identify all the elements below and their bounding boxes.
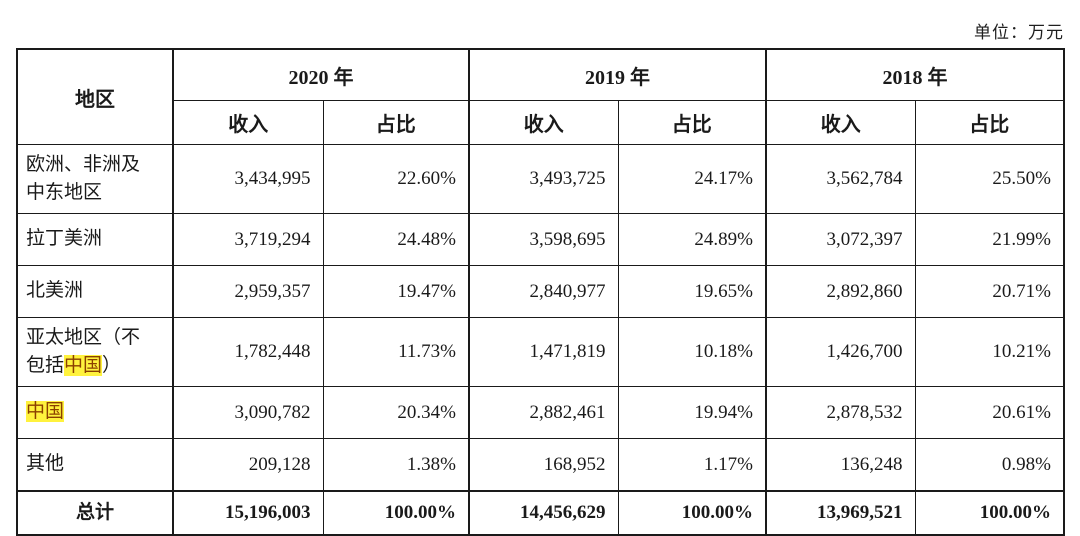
value-cell: 11.73% [322,317,470,387]
region-cell: 中国 [16,386,174,439]
value-cell: 15,196,003 [172,490,324,536]
value-cell: 14,456,629 [468,490,619,536]
revenue-by-region-table: 地区 2020 年 2019 年 2018 年 收入 占比 收入 占比 收入 占… [16,48,1065,536]
table-row: 拉丁美洲 3,719,294 24.48% 3,598,695 24.89% 3,072,… [16,213,1065,266]
region-text: 北美洲 [26,280,84,302]
value-cell: 1.38% [322,438,470,492]
table-row: 北美洲 2,959,357 19.47% 2,840,977 19.65% 2,892,8… [16,265,1065,318]
value-cell: 24.48% [322,213,470,266]
value-cell: 3,072,397 [765,213,916,266]
total-row: 总计 15,196,003 100.00% 14,456,629 100.00% 13,9… [16,490,1065,536]
table-row: 亚太地区（不包括中国） 1,782,448 11.73% 1,471,819 10.18… [16,317,1065,387]
year-header-2019: 2019 年 [468,48,767,101]
share-header-2020: 占比 [322,100,470,145]
value-cell: 20.61% [914,386,1065,439]
table-header-row-sub: 收入 占比 收入 占比 收入 占比 [17,100,1065,145]
table-body: 欧洲、非洲及中东地区 3,434,995 22.60% 3,493,725 24.17%… [16,144,1065,536]
year-header-2018: 2018 年 [765,48,1065,101]
unit-label: 单位：万元 [974,23,1064,42]
value-cell: 100.00% [322,490,470,536]
value-cell: 24.89% [617,213,767,266]
region-text: 亚太地区（不包括 [26,326,141,377]
table-row: 其他 209,128 1.38% 168,952 1.17% 136,248 0.98% [16,438,1065,492]
value-cell: 168,952 [468,438,619,492]
value-cell: 3,719,294 [172,213,324,266]
highlighted-keyword: 中国 [26,401,65,423]
value-cell: 22.60% [322,144,470,214]
value-cell: 3,434,995 [172,144,324,214]
region-text: ） [102,355,122,376]
value-cell: 2,878,532 [765,386,916,439]
value-cell: 1,471,819 [468,317,619,387]
value-cell: 100.00% [914,490,1065,536]
table-row: 欧洲、非洲及中东地区 3,434,995 22.60% 3,493,725 24.17%… [16,144,1065,214]
value-cell: 19.65% [617,265,767,318]
value-cell: 10.21% [914,317,1065,387]
year-header-2020: 2020 年 [172,48,470,101]
share-header-2019: 占比 [617,100,767,145]
value-cell: 3,493,725 [468,144,619,214]
region-cell: 亚太地区（不包括中国） [16,317,174,387]
value-cell: 10.18% [617,317,767,387]
value-cell: 100.00% [617,490,767,536]
value-cell: 2,959,357 [172,265,324,318]
region-cell: 北美洲 [16,265,174,318]
value-cell: 21.99% [914,213,1065,266]
value-cell: 3,562,784 [765,144,916,214]
value-cell: 19.94% [617,386,767,439]
value-cell: 1.17% [617,438,767,492]
income-header-2018: 收入 [765,100,916,145]
region-text: 拉丁美洲 [26,228,103,250]
region-text: 总计 [75,501,114,523]
value-cell: 209,128 [172,438,324,492]
value-cell: 24.17% [617,144,767,214]
value-cell: 0.98% [914,438,1065,492]
value-cell: 19.47% [322,265,470,318]
region-cell: 欧洲、非洲及中东地区 [16,144,174,214]
region-cell: 拉丁美洲 [16,213,174,266]
total-label-cell: 总计 [16,490,174,536]
region-cell: 其他 [16,438,174,492]
value-cell: 13,969,521 [765,490,916,536]
value-cell: 20.71% [914,265,1065,318]
table-header-row-years: 地区 2020 年 2019 年 2018 年 [16,48,1065,145]
income-header-2019: 收入 [468,100,619,145]
region-column-header: 地区 [16,48,174,145]
value-cell: 3,090,782 [172,386,324,439]
highlighted-keyword: 中国 [64,355,103,376]
value-cell: 1,782,448 [172,317,324,387]
value-cell: 2,882,461 [468,386,619,439]
value-cell: 136,248 [765,438,916,492]
share-header-2018: 占比 [914,100,1065,145]
value-cell: 2,892,860 [765,265,916,318]
value-cell: 1,426,700 [765,317,916,387]
value-cell: 3,598,695 [468,213,619,266]
region-text: 欧洲、非洲及中东地区 [26,153,141,204]
value-cell: 25.50% [914,144,1065,214]
value-cell: 2,840,977 [468,265,619,318]
value-cell: 20.34% [322,386,470,439]
income-header-2020: 收入 [172,100,324,145]
region-text: 其他 [26,453,65,475]
table-row: 中国 3,090,782 20.34% 2,882,461 19.94% 2,878,53… [16,386,1065,439]
